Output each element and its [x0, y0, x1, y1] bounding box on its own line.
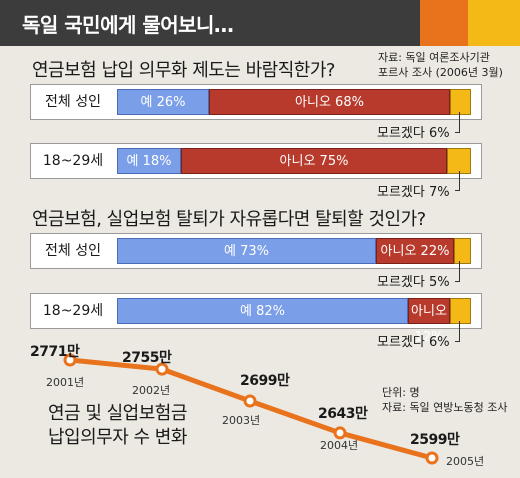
- unit-line-1: 단위: 명: [382, 386, 420, 399]
- bar-dk: [447, 148, 471, 174]
- value-label: 2771만: [30, 344, 80, 360]
- unit-line-2: 자료: 독일 연방노동청 조사: [382, 401, 508, 414]
- dk-label: 모르겠다 7%: [377, 185, 450, 200]
- year-label: 2003년: [222, 414, 261, 427]
- row-label: 전체 성인: [45, 243, 101, 259]
- source-note: 자료: 독일 여론조사기관 포르사 조사 (2006년 3월): [378, 50, 503, 80]
- leader-line: [455, 171, 460, 191]
- bar-dk: [450, 89, 471, 115]
- leader-line: [455, 261, 460, 282]
- bar-yes: 예 18%: [117, 148, 181, 174]
- value-label: 2755만: [122, 350, 172, 366]
- bar-dk: [454, 238, 471, 264]
- row-label: 전체 성인: [45, 94, 101, 110]
- data-point: [333, 426, 347, 440]
- chart-title: 연금 및 실업보험금 납입의무자 수 변화: [48, 402, 187, 450]
- data-point: [155, 362, 169, 376]
- survey2-row2: 18~29세 예 82% 아니오 12%: [30, 293, 482, 345]
- row-label: 18~29세: [42, 153, 104, 169]
- dk-label: 모르겠다 6%: [377, 335, 450, 350]
- source-line-2: 포르사 조사 (2006년 3월): [378, 66, 503, 79]
- year-label: 2005년: [446, 455, 485, 468]
- year-label: 2004년: [320, 439, 359, 452]
- survey1-row1: 전체 성인 예 26% 아니오 68%: [30, 84, 482, 120]
- bar-dk: [450, 298, 471, 324]
- survey1-row2: 18~29세 예 18% 아니오 75%: [30, 143, 482, 179]
- value-label: 2643만: [318, 406, 368, 422]
- question-2: 연금보험, 실업보험 탈퇴가 자유롭다면 탈퇴할 것인가?: [32, 209, 426, 230]
- accent-yellow-block: [468, 0, 520, 46]
- question-1: 연금보험 납입 의무화 제도는 바람직한가?: [32, 60, 335, 81]
- bar-yes: 예 82%: [117, 298, 408, 324]
- chart-unit-note: 단위: 명 자료: 독일 연방노동청 조사: [382, 385, 508, 415]
- page-title: 독일 국민에게 물어보니…: [22, 13, 234, 37]
- source-line-1: 자료: 독일 여론조사기관: [378, 51, 490, 64]
- dk-label: 모르겠다 6%: [377, 126, 450, 141]
- accent-orange-block: [420, 0, 468, 46]
- chart-title-line-1: 연금 및 실업보험금: [48, 403, 187, 424]
- survey2-row1: 전체 성인 예 73% 아니오 22%: [30, 233, 482, 269]
- row-label: 18~29세: [42, 303, 104, 319]
- leader-line: [455, 321, 460, 342]
- bar-no: 아니오 68%: [209, 89, 450, 115]
- data-point: [243, 394, 257, 408]
- bar-yes: 예 26%: [117, 89, 209, 115]
- bar-yes: 예 73%: [117, 238, 376, 264]
- year-label: 2002년: [132, 384, 171, 397]
- data-point: [425, 451, 439, 465]
- header-banner: 독일 국민에게 물어보니…: [0, 0, 520, 46]
- bar-no: 아니오 22%: [376, 238, 454, 264]
- value-label: 2699만: [240, 373, 290, 389]
- chart-title-line-2: 납입의무자 수 변화: [48, 427, 187, 448]
- dk-label: 모르겠다 5%: [377, 275, 450, 290]
- bar-no: 아니오 12%: [408, 298, 450, 345]
- bar-no: 아니오 75%: [181, 148, 447, 174]
- leader-line: [455, 112, 460, 133]
- value-label: 2599만: [410, 432, 460, 448]
- year-label: 2001년: [46, 376, 85, 389]
- data-point: [63, 353, 77, 367]
